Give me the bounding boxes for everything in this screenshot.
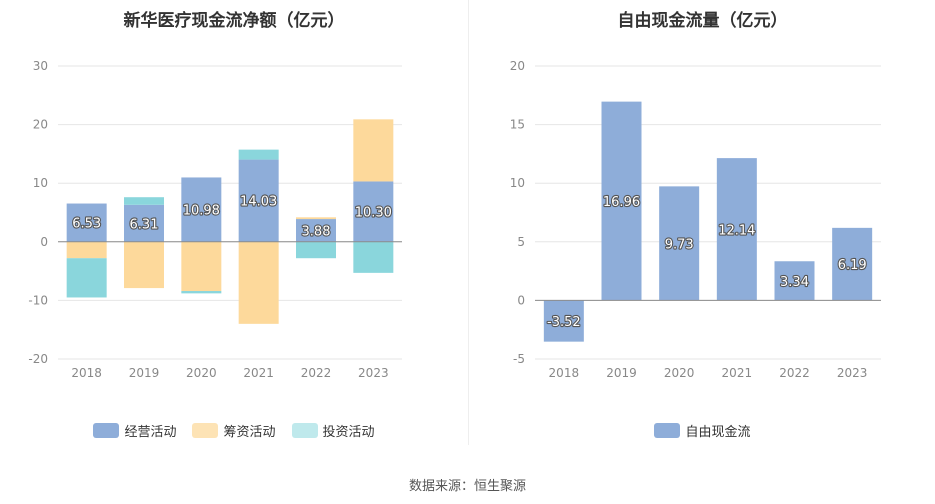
bar-operating — [66, 203, 107, 242]
bar-financing — [124, 241, 164, 289]
legend-swatch-free-cash-flow — [654, 423, 681, 438]
y-tick-label: 15 — [510, 118, 525, 132]
bar-free-cash-flow — [774, 261, 815, 301]
x-tick-label: 2023 — [837, 366, 868, 380]
legend-label-financing: 筹资活动 — [223, 425, 276, 440]
free-cash-flow-legend: 自由现金流 — [470, 421, 935, 440]
data-label: 14.03 — [240, 195, 277, 210]
x-tick-label: 2020 — [664, 366, 695, 380]
bar-investing — [353, 241, 394, 273]
legend-item-operating[interactable]: 经营活动 — [93, 421, 176, 440]
y-tick-label: 0 — [517, 293, 525, 307]
x-tick-label: 2019 — [129, 366, 160, 380]
y-tick-label: -20 — [28, 352, 48, 366]
bar-financing — [353, 119, 394, 182]
data-source-note: 数据来源：恒生聚源 — [408, 479, 526, 494]
x-tick-label: 2022 — [779, 366, 810, 380]
bar-investing — [296, 241, 336, 259]
free-cash-flow-chart-panel: 自由现金流量（亿元） -5 0 5 10 15 20 -3.52 16.96 9.73 12.14… — [470, 0, 935, 445]
cash-flow-chart-panel: 新华医疗现金流净额（亿元） -20 -10 0 10 20 30 6.53 6.31 10.98… — [0, 0, 468, 445]
bar-free-cash-flow — [543, 300, 584, 342]
y-tick-label: 30 — [33, 59, 48, 73]
legend-item-investing[interactable]: 投资活动 — [291, 421, 375, 440]
cash-flow-chart-title: 新华医疗现金流净额（亿元） — [123, 11, 345, 31]
y-tick-label: 10 — [33, 176, 48, 190]
bar-financing — [296, 217, 336, 220]
x-tick-label: 2019 — [606, 366, 637, 380]
data-label: 9.73 — [665, 237, 694, 252]
bar-financing — [66, 241, 107, 259]
bar-free-cash-flow — [716, 158, 757, 301]
y-tick-label: 5 — [517, 235, 525, 249]
bar-free-cash-flow — [659, 186, 700, 301]
legend-label-free-cash-flow: 自由现金流 — [685, 425, 751, 440]
legend-label-investing: 投资活动 — [322, 425, 375, 440]
bar-operating — [124, 204, 164, 242]
legend-label-operating: 经营活动 — [124, 425, 177, 440]
data-label: 6.53 — [72, 217, 101, 232]
y-tick-label: 0 — [40, 235, 48, 249]
data-label: -3.52 — [547, 315, 581, 330]
y-tick-label: 10 — [510, 176, 525, 190]
legend-item-free-cash-flow[interactable]: 自由现金流 — [654, 421, 751, 440]
data-label: 6.19 — [838, 258, 867, 273]
bar-operating — [353, 181, 394, 242]
y-tick-label: -5 — [513, 352, 525, 366]
x-tick-label: 2023 — [358, 366, 389, 380]
panel-divider — [468, 0, 469, 445]
x-tick-label: 2020 — [186, 366, 217, 380]
bar-operating — [181, 177, 222, 242]
bar-free-cash-flow — [832, 227, 873, 301]
data-label: 12.14 — [718, 223, 755, 238]
bar-financing — [238, 241, 279, 324]
y-tick-label: 20 — [33, 118, 48, 132]
free-cash-flow-chart-title: 自由现金流量（亿元） — [617, 11, 788, 31]
legend-item-financing[interactable]: 筹资活动 — [192, 421, 276, 440]
data-label: 3.34 — [780, 275, 809, 290]
bar-free-cash-flow — [601, 101, 642, 301]
free-cash-flow-chart: -5 0 5 10 15 20 -3.52 16.96 9.73 12.14 3.34 6.19 201… — [510, 59, 881, 380]
data-label: 10.30 — [355, 206, 392, 221]
legend-swatch-financing — [192, 423, 219, 438]
data-label: 6.31 — [130, 217, 159, 232]
x-tick-label: 2022 — [301, 366, 332, 380]
y-tick-label: -10 — [28, 293, 48, 307]
cash-flow-legend: 经营活动 筹资活动 投资活动 — [0, 421, 468, 440]
bar-operating — [238, 159, 279, 242]
bar-investing — [124, 197, 164, 205]
x-tick-label: 2021 — [722, 366, 753, 380]
x-tick-label: 2018 — [549, 366, 580, 380]
data-label: 3.88 — [302, 224, 331, 239]
x-tick-label: 2021 — [243, 366, 274, 380]
legend-swatch-operating — [93, 423, 120, 438]
x-tick-label: 2018 — [71, 366, 102, 380]
data-label: 16.96 — [603, 195, 640, 210]
cash-flow-chart: -20 -10 0 10 20 30 6.53 6.31 10.98 14.03 3.88 10.30… — [28, 59, 402, 380]
bar-financing — [181, 241, 222, 292]
bar-investing — [238, 149, 279, 160]
bar-investing — [181, 291, 222, 294]
legend-swatch-investing — [291, 423, 318, 438]
bar-investing — [66, 258, 107, 298]
data-label: 10.98 — [183, 204, 220, 219]
y-tick-label: 20 — [510, 59, 525, 73]
bar-operating — [296, 219, 336, 242]
